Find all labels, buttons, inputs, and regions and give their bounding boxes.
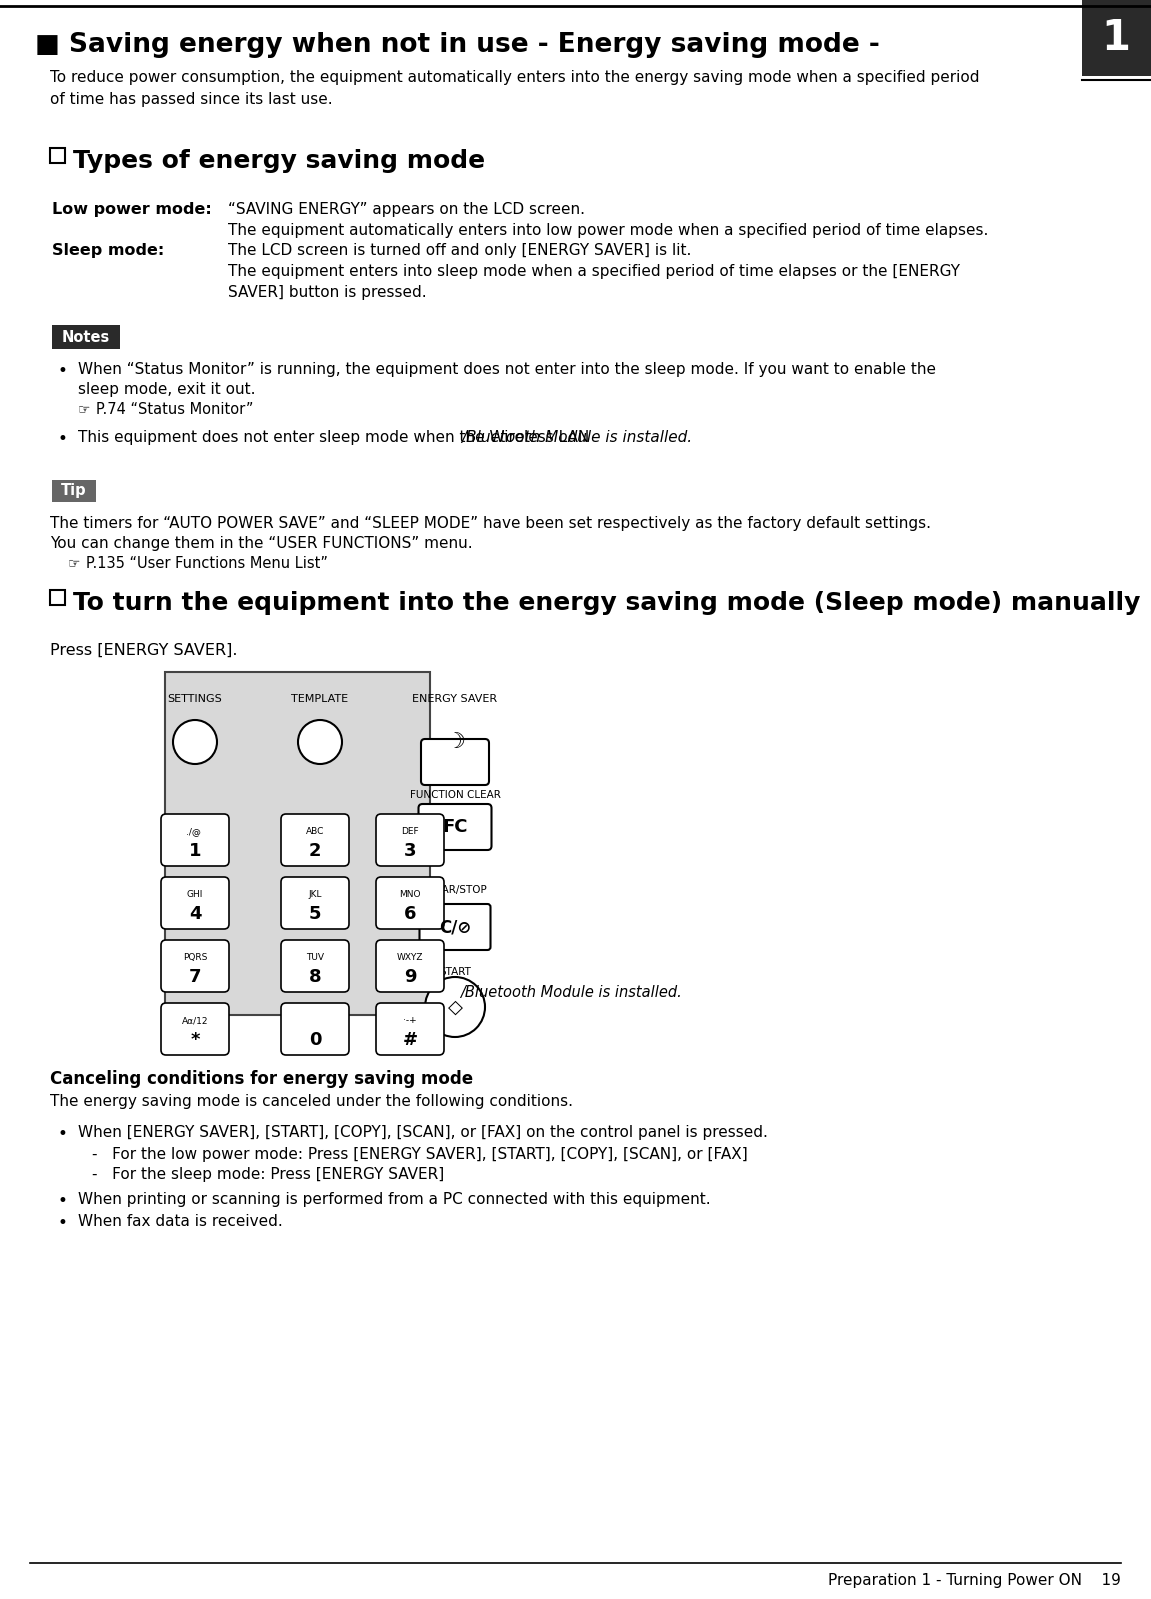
Text: PQRS: PQRS [183,953,207,963]
Text: The energy saving mode is canceled under the following conditions.: The energy saving mode is canceled under… [49,1094,573,1110]
Text: 2: 2 [308,843,321,860]
Text: ABC: ABC [306,827,325,836]
Text: P.135 “User Functions Menu List”: P.135 “User Functions Menu List” [86,556,328,571]
Text: JKL: JKL [308,891,322,899]
Text: -   For the low power mode: Press [ENERGY SAVER], [START], [COPY], [SCAN], or [F: - For the low power mode: Press [ENERGY … [92,1146,748,1162]
Text: The timers for “AUTO POWER SAVE” and “SLEEP MODE” have been set respectively as : The timers for “AUTO POWER SAVE” and “SL… [49,516,931,531]
Text: GHI: GHI [186,891,204,899]
Text: Low power mode:: Low power mode: [52,201,212,217]
Text: Types of energy saving mode: Types of energy saving mode [73,149,485,173]
Text: ./@: ./@ [186,827,204,836]
Bar [52,480,96,502]
FancyBboxPatch shape [376,814,444,867]
Text: 4: 4 [189,905,201,923]
Text: FUNCTION CLEAR: FUNCTION CLEAR [410,790,501,800]
Text: 7: 7 [189,967,201,987]
Text: “SAVING ENERGY” appears on the LCD screen.: “SAVING ENERGY” appears on the LCD scree… [228,201,585,217]
Text: C/⊘: C/⊘ [439,918,471,935]
Text: SETTINGS: SETTINGS [168,694,222,704]
FancyBboxPatch shape [161,940,229,991]
Text: TUV: TUV [306,953,323,963]
Text: To turn the equipment into the energy saving mode (Sleep mode) manually: To turn the equipment into the energy sa… [73,592,1141,616]
Text: Sleep mode:: Sleep mode: [52,243,165,257]
Circle shape [173,720,218,764]
Circle shape [425,977,485,1038]
Text: ENERGY SAVER: ENERGY SAVER [412,694,497,704]
Text: TEMPLATE: TEMPLATE [291,694,349,704]
Text: 5: 5 [308,905,321,923]
FancyBboxPatch shape [419,804,491,851]
FancyBboxPatch shape [281,940,349,991]
Text: The equipment automatically enters into low power mode when a specified period o: The equipment automatically enters into … [228,222,989,238]
Bar [52,325,120,349]
Text: 8: 8 [308,967,321,987]
Text: 9: 9 [404,967,417,987]
FancyBboxPatch shape [281,814,349,867]
Text: START: START [439,967,471,977]
FancyBboxPatch shape [376,1003,444,1055]
FancyBboxPatch shape [376,940,444,991]
Text: Preparation 1 - Turning Power ON    19: Preparation 1 - Turning Power ON 19 [828,1573,1121,1588]
Text: ☞: ☞ [78,401,91,416]
Text: 6: 6 [404,905,417,923]
Text: Tip: Tip [61,483,86,499]
Text: 1: 1 [1102,18,1130,59]
Text: When “Status Monitor” is running, the equipment does not enter into the sleep mo: When “Status Monitor” is running, the eq… [78,361,936,377]
Text: Canceling conditions for energy saving mode: Canceling conditions for energy saving m… [49,1070,473,1087]
Text: CLEAR/STOP: CLEAR/STOP [422,884,487,895]
Text: Notes: Notes [62,329,110,344]
Text: *: * [190,1031,200,1049]
FancyBboxPatch shape [376,876,444,929]
Text: ◇: ◇ [448,998,463,1017]
Text: •: • [58,361,67,381]
FancyBboxPatch shape [161,1003,229,1055]
Text: 3: 3 [404,843,417,860]
Text: The LCD screen is turned off and only [ENERGY SAVER] is lit.: The LCD screen is turned off and only [E… [228,243,692,257]
Text: SAVER] button is pressed.: SAVER] button is pressed. [228,285,427,301]
Text: /Bluetooth Module is installed.: /Bluetooth Module is installed. [460,985,681,999]
Text: This equipment does not enter sleep mode when the Wireless LAN: This equipment does not enter sleep mode… [78,430,594,445]
Text: DEF: DEF [402,827,419,836]
Text: 1: 1 [189,843,201,860]
Text: P.74 “Status Monitor”: P.74 “Status Monitor” [96,401,253,417]
FancyBboxPatch shape [421,739,489,785]
Text: When fax data is received.: When fax data is received. [78,1214,283,1230]
FancyBboxPatch shape [419,903,490,950]
Text: -   For the sleep mode: Press [ENERGY SAVER]: - For the sleep mode: Press [ENERGY SAVE… [92,1167,444,1182]
Bar [165,672,430,1015]
Text: •: • [58,1126,67,1143]
Text: ☽: ☽ [445,732,465,752]
Text: sleep mode, exit it out.: sleep mode, exit it out. [78,382,256,397]
Text: To reduce power consumption, the equipment automatically enters into the energy : To reduce power consumption, the equipme… [49,70,980,107]
Text: Press [ENERGY SAVER].: Press [ENERGY SAVER]. [49,643,237,659]
Text: ·-+: ·-+ [403,1015,417,1025]
Text: ■ Saving energy when not in use - Energy saving mode -: ■ Saving energy when not in use - Energy… [35,32,879,58]
Text: The equipment enters into sleep mode when a specified period of time elapses or : The equipment enters into sleep mode whe… [228,264,960,278]
Text: You can change them in the “USER FUNCTIONS” menu.: You can change them in the “USER FUNCTIO… [49,536,473,552]
Text: #: # [403,1031,418,1049]
Text: /Bluetooth Module is installed.: /Bluetooth Module is installed. [462,430,692,445]
Text: When [ENERGY SAVER], [START], [COPY], [SCAN], or [FAX] on the control panel is p: When [ENERGY SAVER], [START], [COPY], [S… [78,1126,768,1140]
Bar [49,590,64,604]
Text: •: • [58,430,67,448]
Text: •: • [58,1214,67,1231]
Text: WXYZ: WXYZ [397,953,424,963]
FancyBboxPatch shape [281,876,349,929]
Text: •: • [58,1191,67,1210]
Text: 0: 0 [308,1031,321,1049]
Text: FC: FC [442,819,467,836]
FancyBboxPatch shape [161,814,229,867]
FancyBboxPatch shape [161,876,229,929]
Text: MNO: MNO [399,891,421,899]
Text: When printing or scanning is performed from a PC connected with this equipment.: When printing or scanning is performed f… [78,1191,710,1207]
Text: ☞: ☞ [68,556,81,569]
Circle shape [298,720,342,764]
FancyBboxPatch shape [281,1003,349,1055]
Bar [1082,0,1151,77]
Text: Aα/12: Aα/12 [182,1015,208,1025]
Bar [49,149,64,163]
